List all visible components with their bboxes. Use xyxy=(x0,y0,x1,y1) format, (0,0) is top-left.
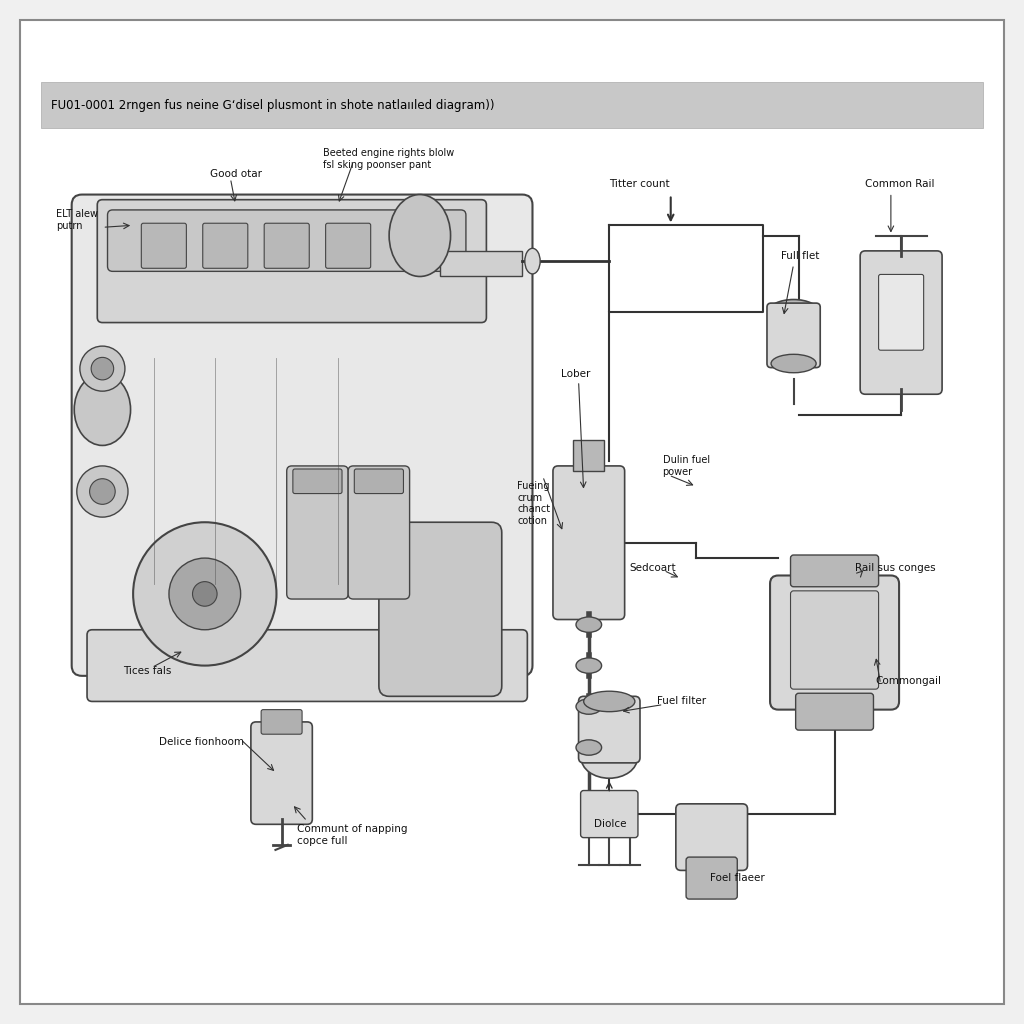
Text: Communt of napping
copce full: Communt of napping copce full xyxy=(297,824,408,846)
FancyBboxPatch shape xyxy=(553,466,625,620)
FancyBboxPatch shape xyxy=(20,20,1004,1004)
Circle shape xyxy=(91,357,114,380)
FancyBboxPatch shape xyxy=(87,630,527,701)
FancyBboxPatch shape xyxy=(379,522,502,696)
Ellipse shape xyxy=(575,739,601,756)
Ellipse shape xyxy=(575,658,601,674)
FancyBboxPatch shape xyxy=(767,303,820,368)
Ellipse shape xyxy=(771,354,816,373)
FancyBboxPatch shape xyxy=(326,223,371,268)
FancyBboxPatch shape xyxy=(348,466,410,599)
FancyBboxPatch shape xyxy=(573,440,604,471)
Circle shape xyxy=(77,466,128,517)
Text: Commongail: Commongail xyxy=(876,676,941,686)
FancyBboxPatch shape xyxy=(41,82,983,128)
Text: FU01-0001 2rngen fus neine Gʻdisel plusmont in shote natlaııled diagram)): FU01-0001 2rngen fus neine Gʻdisel plusm… xyxy=(51,99,495,112)
Ellipse shape xyxy=(575,616,601,632)
Text: Fueing
crum
chanct
cotion: Fueing crum chanct cotion xyxy=(517,481,550,526)
Circle shape xyxy=(80,346,125,391)
FancyBboxPatch shape xyxy=(676,804,748,870)
FancyBboxPatch shape xyxy=(581,791,638,838)
FancyBboxPatch shape xyxy=(108,210,466,271)
Text: Fuel filter: Fuel filter xyxy=(657,696,707,707)
Text: Full flet: Full flet xyxy=(781,251,819,261)
FancyBboxPatch shape xyxy=(796,693,873,730)
FancyBboxPatch shape xyxy=(251,722,312,824)
Text: ELT alew
putrn: ELT alew putrn xyxy=(56,209,98,231)
Text: Good otar: Good otar xyxy=(210,169,262,179)
Text: Titter count: Titter count xyxy=(609,179,670,189)
FancyBboxPatch shape xyxy=(287,466,348,599)
Ellipse shape xyxy=(389,195,451,276)
Text: Foel flaeer: Foel flaeer xyxy=(710,872,764,883)
Ellipse shape xyxy=(584,691,635,712)
Text: Tices fals: Tices fals xyxy=(123,666,171,676)
Text: Sedcoart: Sedcoart xyxy=(630,563,677,573)
Ellipse shape xyxy=(575,698,601,715)
FancyBboxPatch shape xyxy=(879,274,924,350)
Text: Delice fionhoom: Delice fionhoom xyxy=(159,737,244,748)
FancyBboxPatch shape xyxy=(264,223,309,268)
Text: Common Rail: Common Rail xyxy=(865,179,935,189)
FancyBboxPatch shape xyxy=(440,251,522,276)
Circle shape xyxy=(169,558,241,630)
Text: Lober: Lober xyxy=(561,369,591,379)
Ellipse shape xyxy=(581,737,637,778)
FancyBboxPatch shape xyxy=(860,251,942,394)
FancyBboxPatch shape xyxy=(261,710,302,734)
Ellipse shape xyxy=(75,374,131,445)
FancyBboxPatch shape xyxy=(354,469,403,494)
Circle shape xyxy=(90,479,115,504)
Text: Dulin fuel
power: Dulin fuel power xyxy=(663,455,710,477)
Circle shape xyxy=(193,582,217,606)
Ellipse shape xyxy=(768,299,819,325)
FancyBboxPatch shape xyxy=(293,469,342,494)
FancyBboxPatch shape xyxy=(97,200,486,323)
Text: Beeted engine rights blolw
fsl sking poonser pant: Beeted engine rights blolw fsl sking poo… xyxy=(323,147,454,170)
FancyBboxPatch shape xyxy=(791,591,879,689)
Ellipse shape xyxy=(525,249,541,274)
Circle shape xyxy=(133,522,276,666)
Text: Diolce: Diolce xyxy=(594,819,627,829)
FancyBboxPatch shape xyxy=(770,575,899,710)
Text: Rail sus conges: Rail sus conges xyxy=(855,563,936,573)
FancyBboxPatch shape xyxy=(686,857,737,899)
FancyBboxPatch shape xyxy=(141,223,186,268)
FancyBboxPatch shape xyxy=(791,555,879,587)
FancyBboxPatch shape xyxy=(203,223,248,268)
FancyBboxPatch shape xyxy=(579,696,640,763)
FancyBboxPatch shape xyxy=(72,195,532,676)
